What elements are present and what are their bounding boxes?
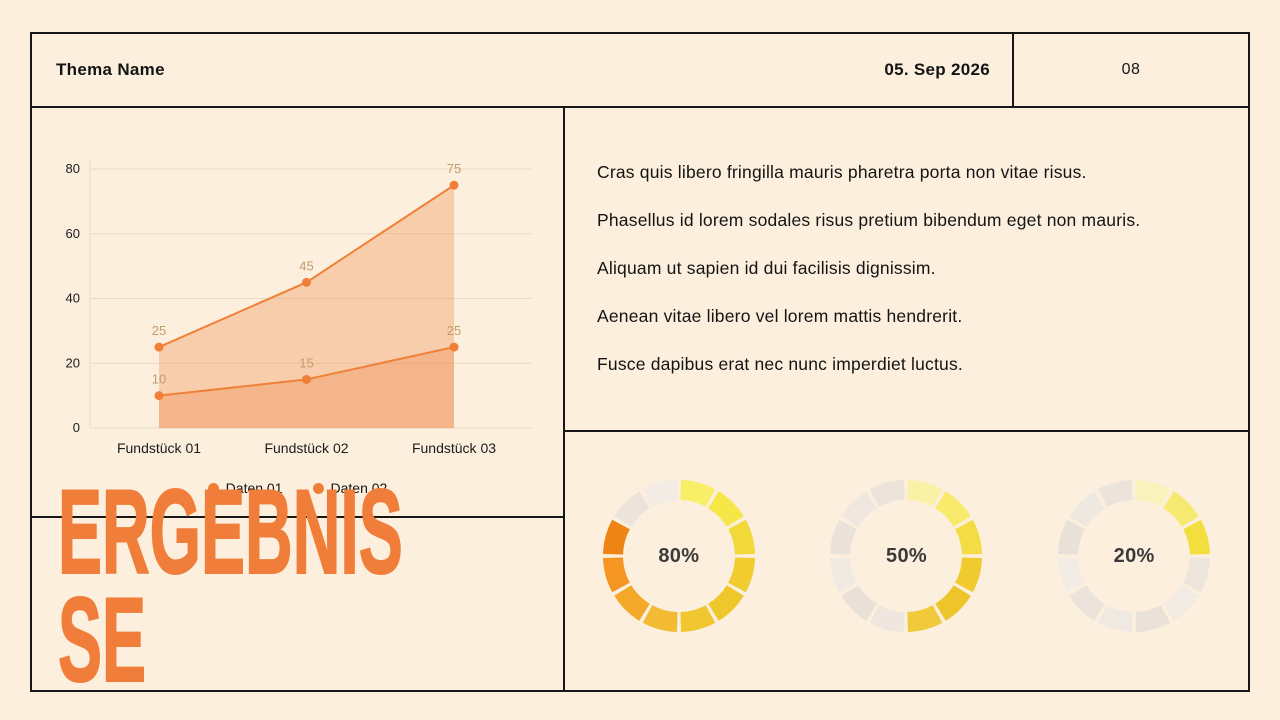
legend-label: Daten 02 xyxy=(330,480,388,496)
page-title: Thema Name xyxy=(56,60,165,79)
donut-chart-50: 50% xyxy=(826,476,986,636)
donut-percent-label: 20% xyxy=(1113,544,1155,567)
legend-dot-icon xyxy=(312,482,324,494)
svg-text:80: 80 xyxy=(66,161,80,176)
svg-text:15: 15 xyxy=(299,355,313,370)
legend-label: Daten 01 xyxy=(225,480,283,496)
svg-text:60: 60 xyxy=(66,226,80,241)
donut-ring xyxy=(1058,480,1211,632)
donut-chart-20: 20% xyxy=(1054,476,1214,636)
text-panel: Cras quis libero fringilla mauris pharet… xyxy=(563,106,1250,432)
line-chart-panel: 0 20 40 60 80 25 45 75 10 15 25 Fundstück 01 Fundstü… xyxy=(30,106,565,518)
page-number-box: 08 xyxy=(1012,32,1250,108)
svg-text:0: 0 xyxy=(73,420,80,435)
legend-item-daten-01: Daten 01 xyxy=(207,480,283,496)
header-date: 05. Sep 2026 xyxy=(884,60,990,79)
svg-text:25: 25 xyxy=(447,323,461,338)
page-number: 08 xyxy=(1121,61,1141,78)
body-paragraph: Aliquam ut sapien id dui facilisis digni… xyxy=(597,258,936,278)
svg-text:25: 25 xyxy=(152,323,166,338)
legend-item-daten-02: Daten 02 xyxy=(312,480,388,496)
donut-ring xyxy=(602,480,755,632)
svg-text:75: 75 xyxy=(447,161,461,176)
body-paragraph: Aenean vitae libero vel lorem mattis hen… xyxy=(597,306,963,326)
donut-chart-80: 80% xyxy=(599,476,759,636)
donut-panel: 80% 50% 20% xyxy=(563,430,1250,692)
legend-dot-icon xyxy=(207,482,219,494)
slide-title-line-2: SE xyxy=(57,573,147,707)
slide-title: ERGEBNIS SE xyxy=(57,465,403,707)
donut-percent-label: 50% xyxy=(886,544,927,567)
body-paragraph: Cras quis libero fringilla mauris pharet… xyxy=(597,162,1087,182)
donut-percent-label: 80% xyxy=(658,544,700,567)
area-line-chart: 0 20 40 60 80 25 45 75 10 15 25 Fundstück 01 Fundstü… xyxy=(66,161,532,456)
header-bar: Thema Name 05. Sep 2026 xyxy=(30,32,1014,108)
chart-legend: Daten 01 Daten 02 xyxy=(32,480,563,496)
svg-text:45: 45 xyxy=(299,258,313,273)
donut-ring xyxy=(830,480,983,632)
svg-text:20: 20 xyxy=(66,355,80,370)
slide-title-line-1: ERGEBNIS xyxy=(57,465,403,599)
title-panel xyxy=(30,516,565,692)
svg-text:Fundstück 01: Fundstück 01 xyxy=(117,440,201,456)
svg-text:Fundstück 03: Fundstück 03 xyxy=(412,440,496,456)
svg-text:Fundstück 02: Fundstück 02 xyxy=(264,440,348,456)
body-paragraph: Fusce dapibus erat nec nunc imperdiet lu… xyxy=(597,354,963,374)
body-paragraph: Phasellus id lorem sodales risus pretium… xyxy=(597,210,1141,230)
svg-text:10: 10 xyxy=(152,372,166,387)
svg-text:40: 40 xyxy=(66,291,80,306)
